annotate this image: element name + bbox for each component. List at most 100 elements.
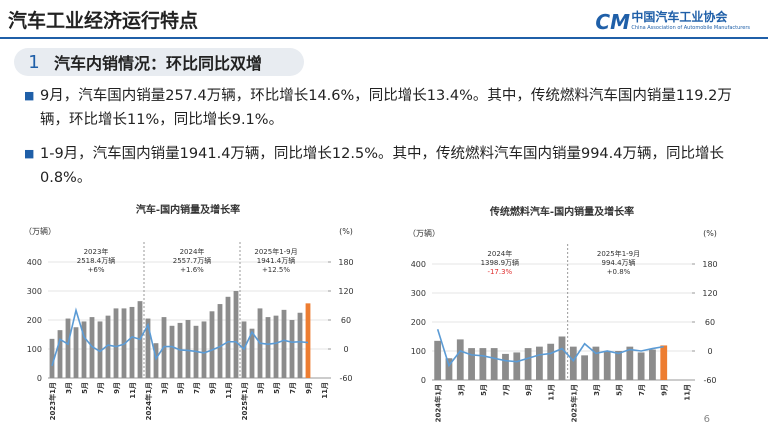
annotation-growth: +12.5% xyxy=(262,266,290,274)
bar xyxy=(89,317,95,378)
x-tick-label: 2023年1月 xyxy=(48,382,57,420)
y-tick-label: 400 xyxy=(411,260,426,269)
y-tick-label: 300 xyxy=(411,289,426,298)
x-tick-label: 2025年1月 xyxy=(569,384,578,422)
y2-tick-label: 60 xyxy=(705,318,715,327)
logo: CM 中国汽车工业协会 China Association of Automobil… xyxy=(595,10,750,34)
x-tick-label: 2025年1月 xyxy=(240,382,249,420)
y-tick-label: 100 xyxy=(411,347,426,356)
bar xyxy=(65,318,71,378)
y2-tick-label: 120 xyxy=(702,289,717,298)
y2-tick-label: 180 xyxy=(702,260,717,269)
section: 1 汽车内销情况：环比同比双增 xyxy=(14,48,304,76)
line xyxy=(51,307,309,367)
y2-axis-label: (%) xyxy=(339,227,353,236)
x-tick-label: 2024年1月 xyxy=(144,382,153,420)
page-number: 6 xyxy=(703,414,710,425)
x-tick-label: 3月 xyxy=(65,382,73,394)
y2-tick-label: -60 xyxy=(339,374,352,383)
x-tick-label: 11月 xyxy=(683,384,691,401)
bar xyxy=(49,338,55,378)
bar xyxy=(456,339,464,380)
y2-tick-label: 180 xyxy=(338,258,353,267)
y-tick-label: 0 xyxy=(421,376,426,385)
bar xyxy=(297,312,303,378)
annotation-title: 2023年 xyxy=(84,247,109,256)
line xyxy=(436,329,664,368)
annotation-title: 2025年1-9月 xyxy=(597,249,640,258)
bar xyxy=(626,346,634,380)
bar xyxy=(615,351,622,380)
annotation-growth: +6% xyxy=(88,266,105,274)
bullet: 9月，汽车国内销量257.4万辆，环比增长14.6%，同比增长13.4%。其中，… xyxy=(24,84,760,132)
bar xyxy=(169,325,175,378)
bar xyxy=(81,321,87,378)
y2-axis-label: (%) xyxy=(703,229,717,238)
x-tick-label: 7月 xyxy=(289,382,297,394)
bar xyxy=(603,351,611,380)
x-tick-label: 5月 xyxy=(177,382,185,394)
bar xyxy=(513,352,521,380)
slide-title: 汽车工业经济运行特点 xyxy=(8,10,199,32)
annotation-title: 2025年1-9月 xyxy=(254,247,297,256)
x-tick-label: 3月 xyxy=(593,384,601,396)
y2-tick-label: -60 xyxy=(703,376,716,385)
x-tick-label: 3月 xyxy=(257,382,265,394)
bar xyxy=(145,318,151,378)
annotation-growth: -17.3% xyxy=(487,268,512,276)
x-tick-label: 9月 xyxy=(209,382,217,394)
y-tick-label: 300 xyxy=(27,287,42,296)
x-tick-label: 9月 xyxy=(305,382,313,394)
annotation-title: 2024年 xyxy=(180,247,205,256)
annotation-total: 2557.7万辆 xyxy=(173,256,212,265)
x-tick-label: 7月 xyxy=(97,382,105,394)
y-axis-label: （万辆） xyxy=(408,228,440,238)
bar xyxy=(305,303,311,378)
y-tick-label: 400 xyxy=(27,258,42,267)
y-tick-label: 200 xyxy=(27,316,42,325)
bar xyxy=(434,340,442,380)
y-tick-label: 100 xyxy=(27,345,42,354)
annotation-total: 2518.4万辆 xyxy=(77,256,116,265)
bar xyxy=(217,304,223,378)
bar xyxy=(592,346,600,380)
bar xyxy=(281,309,287,378)
x-tick-label: 3月 xyxy=(161,382,169,394)
x-tick-label: 11月 xyxy=(321,382,329,399)
bar xyxy=(468,348,475,380)
bullet: 1-9月，汽车国内销量1941.4万辆，同比增长12.5%。其中，传统燃料汽车国… xyxy=(24,142,760,190)
x-tick-label: 5月 xyxy=(480,384,488,396)
x-tick-label: 3月 xyxy=(457,384,465,396)
logo-cn: 中国汽车工业协会 xyxy=(631,10,728,24)
y-tick-label: 200 xyxy=(411,318,426,327)
bar xyxy=(479,348,487,380)
y2-tick-label: 60 xyxy=(341,316,351,325)
x-tick-label: 9月 xyxy=(525,384,533,396)
section-number: 1 xyxy=(28,51,40,73)
bar xyxy=(153,343,159,378)
bar xyxy=(265,317,271,378)
x-tick-label: 11月 xyxy=(129,382,137,399)
bar xyxy=(289,320,295,378)
bar xyxy=(649,349,656,380)
logo-en: China Association of Automobile Manufact… xyxy=(631,25,750,31)
bar xyxy=(113,308,119,378)
bar xyxy=(73,327,79,378)
bar xyxy=(273,315,279,378)
x-tick-label: 5月 xyxy=(81,382,89,394)
bar xyxy=(209,311,215,378)
bar xyxy=(536,346,543,380)
annotation-growth: +0.8% xyxy=(607,268,631,276)
bar xyxy=(225,296,231,378)
y-tick-label: 0 xyxy=(37,374,42,383)
bar xyxy=(581,355,588,380)
y2-tick-label: 0 xyxy=(707,347,712,356)
bar xyxy=(201,321,207,378)
annotation-total: 1941.4万辆 xyxy=(257,256,296,265)
title-rule xyxy=(0,37,768,39)
annotation-title: 2024年 xyxy=(487,249,512,258)
bar xyxy=(445,358,453,380)
x-tick-label: 11月 xyxy=(548,384,556,401)
x-tick-label: 11月 xyxy=(225,382,233,399)
